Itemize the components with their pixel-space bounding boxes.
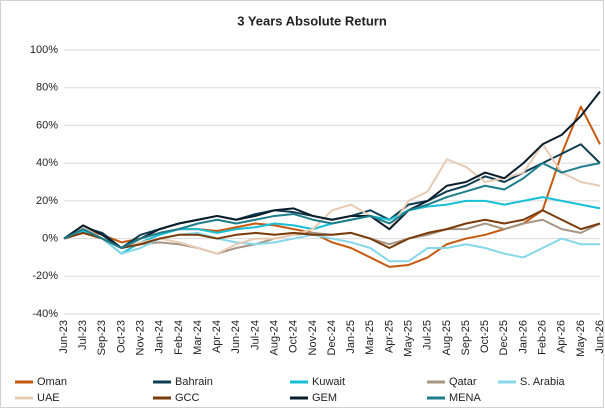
x-tick-label: Oct-23 (115, 320, 127, 353)
x-tick-label: Jul-24 (249, 320, 261, 350)
x-tick-label: Mar-25 (364, 320, 376, 355)
x-tick-label: Aug-25 (441, 320, 453, 355)
legend-label: Oman (37, 376, 67, 388)
x-tick-label: Oct-25 (479, 320, 491, 353)
y-tick-label: 100% (30, 44, 58, 56)
legend-label: Bahrain (175, 376, 213, 388)
legend-label: GCC (175, 392, 200, 404)
x-tick-label: Mar-24 (192, 320, 204, 355)
x-tick-label: Oct-24 (288, 320, 300, 353)
y-tick-label: 20% (36, 195, 58, 207)
y-tick-label: 40% (36, 157, 58, 169)
series-line (63, 209, 601, 249)
y-tick-label: 80% (36, 82, 58, 94)
y-tick-label: -40% (32, 308, 58, 320)
y-tick-label: 60% (36, 119, 58, 131)
x-tick-label: Jun-24 (230, 320, 242, 354)
x-tick-label: Apr-25 (383, 320, 395, 353)
x-tick-label: Sep-25 (460, 320, 472, 355)
x-tick-label: May-25 (402, 320, 414, 357)
legend-label: GEM (312, 392, 337, 404)
x-tick-label: Apr-24 (211, 320, 223, 353)
series-line (63, 90, 601, 249)
x-tick-label: Jan-25 (345, 320, 357, 354)
x-tick-label: Jun-26 (594, 320, 605, 354)
series-line (63, 162, 601, 249)
legend-label: Qatar (449, 376, 477, 388)
x-tick-label: Jun-23 (58, 320, 70, 354)
legend-label: MENA (449, 392, 481, 404)
x-tick-label: Dec-25 (498, 320, 510, 355)
series-line (63, 231, 600, 263)
x-tick-label: Jan-26 (517, 320, 529, 354)
y-tick-label: -20% (32, 270, 58, 282)
x-tick-label: Apr-26 (556, 320, 568, 353)
y-tick-label: 0% (42, 232, 58, 244)
legend-label: UAE (37, 392, 60, 404)
x-tick-label: Jul-25 (422, 320, 434, 350)
x-tick-label: Aug-24 (268, 320, 280, 355)
x-tick-label: Nov-24 (307, 320, 319, 355)
x-tick-label: Dec-24 (326, 320, 338, 355)
x-tick-label: Jul-23 (77, 320, 89, 350)
x-tick-label: Feb-26 (536, 320, 548, 355)
x-tick-label: Sep-23 (96, 320, 108, 355)
legend-label: Kuwait (312, 376, 345, 388)
x-tick-label: May-26 (575, 320, 587, 357)
x-tick-label: Jan-24 (154, 320, 166, 354)
chart-title: 3 Years Absolute Return (237, 13, 387, 28)
x-tick-label: Nov-23 (134, 320, 146, 355)
x-tick-label: Feb-24 (173, 320, 185, 355)
legend-label: S. Arabia (520, 376, 566, 388)
